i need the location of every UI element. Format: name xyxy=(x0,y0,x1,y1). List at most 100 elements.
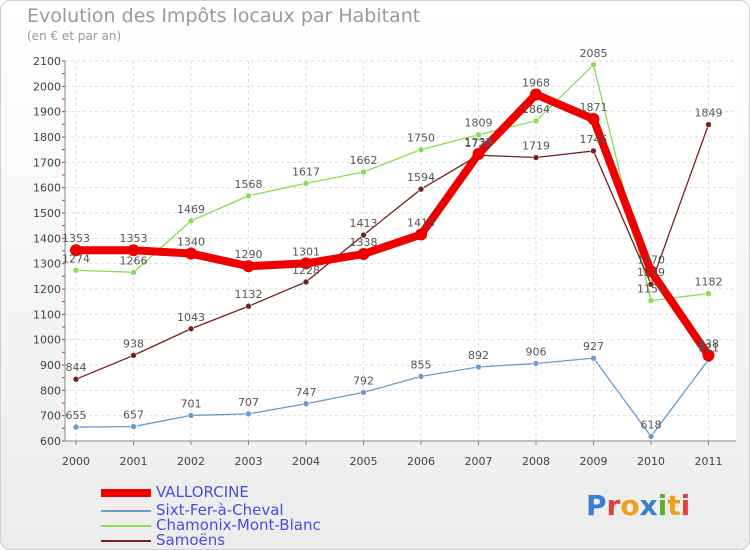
data-point xyxy=(357,248,370,261)
data-label: 1968 xyxy=(522,76,550,89)
data-point xyxy=(702,349,715,362)
data-label: 618 xyxy=(641,418,662,431)
x-tick-label: 2000 xyxy=(62,455,90,468)
y-tick-label: 1500 xyxy=(33,207,61,220)
data-point xyxy=(645,265,657,278)
legend-label: Sixt-Fer-à-Cheval xyxy=(156,501,284,519)
data-label: 938 xyxy=(123,337,144,350)
data-label: 1266 xyxy=(120,254,148,267)
legend-swatch xyxy=(101,524,151,527)
data-point xyxy=(360,231,367,239)
chart-title: Evolution des Impôts locaux par Habitant xyxy=(27,5,421,27)
legend-swatch xyxy=(101,488,151,497)
y-tick-label: 800 xyxy=(40,384,61,397)
x-tick-label: 2007 xyxy=(465,455,493,468)
y-tick-label: 1600 xyxy=(33,182,61,195)
data-label: 921 xyxy=(698,342,719,355)
y-tick-label: 1400 xyxy=(33,232,61,245)
x-tick-label: 2004 xyxy=(292,455,320,468)
legend-swatch xyxy=(101,539,151,542)
data-label: 1353 xyxy=(62,232,90,245)
data-label: 657 xyxy=(123,409,144,422)
data-label: 844 xyxy=(66,361,87,374)
data-label: 747 xyxy=(296,386,317,399)
data-point xyxy=(130,268,137,276)
data-point xyxy=(245,410,252,418)
data-point xyxy=(472,147,485,160)
y-tick-label: 1300 xyxy=(33,258,61,271)
data-point xyxy=(127,244,140,257)
data-label: 1132 xyxy=(235,288,263,301)
data-label: 2085 xyxy=(580,47,608,60)
data-point xyxy=(185,247,197,260)
data-point xyxy=(475,131,482,139)
data-label: 707 xyxy=(238,396,259,409)
data-point xyxy=(72,423,80,431)
data-label: 1594 xyxy=(407,171,435,184)
x-tick-label: 2005 xyxy=(350,455,378,468)
legend-item-sixt: Sixt-Fer-à-Cheval xyxy=(101,501,284,519)
data-label: 1413 xyxy=(350,217,378,230)
data-label: 906 xyxy=(526,345,547,358)
data-point xyxy=(242,260,255,273)
data-label: 1733 xyxy=(465,136,493,149)
data-label: 1469 xyxy=(177,203,205,216)
data-point xyxy=(417,185,425,193)
data-label: 1182 xyxy=(695,276,723,289)
data-label: 1340 xyxy=(177,236,205,249)
y-tick-label: 700 xyxy=(40,410,61,423)
data-point xyxy=(532,117,540,125)
data-label: 701 xyxy=(181,397,202,410)
legend-item-samoens: Samoëns xyxy=(101,531,225,549)
x-tick-label: 2006 xyxy=(407,455,435,468)
data-label: 927 xyxy=(583,340,604,353)
data-label: 1228 xyxy=(292,264,320,277)
data-label: 1864 xyxy=(522,103,550,116)
data-point xyxy=(360,389,367,396)
y-tick-label: 2000 xyxy=(33,80,61,93)
data-label: 1849 xyxy=(695,107,723,120)
data-label: 1154 xyxy=(637,283,665,296)
y-tick-label: 2100 xyxy=(33,55,61,68)
data-point xyxy=(72,266,80,274)
data-point xyxy=(417,373,425,380)
data-label: 938 xyxy=(698,337,719,350)
data-point xyxy=(647,433,655,440)
data-point xyxy=(530,88,542,101)
data-point xyxy=(417,146,425,153)
y-tick-label: 900 xyxy=(40,359,61,372)
data-point xyxy=(647,280,655,288)
y-tick-label: 600 xyxy=(40,435,61,448)
data-point xyxy=(532,360,540,367)
data-label: 1043 xyxy=(177,311,205,324)
data-label: 1301 xyxy=(292,245,320,258)
data-point xyxy=(70,244,82,257)
legend-swatch xyxy=(101,509,151,512)
data-label: 1270 xyxy=(637,253,665,266)
series-line-1 xyxy=(75,357,710,438)
data-label: 855 xyxy=(411,358,432,371)
data-point xyxy=(705,290,712,297)
data-point xyxy=(705,121,712,128)
x-tick-label: 2008 xyxy=(522,455,550,468)
chart-subtitle: (en € et par an) xyxy=(27,29,122,43)
data-label: 1750 xyxy=(407,132,435,145)
data-point xyxy=(415,228,427,241)
data-point xyxy=(590,354,597,362)
data-point xyxy=(187,217,195,225)
x-tick-label: 2001 xyxy=(120,455,148,468)
legend-item-chamonix: Chamonix-Mont-Blanc xyxy=(101,516,321,534)
y-tick-label: 1200 xyxy=(33,283,61,296)
data-point xyxy=(300,257,312,270)
data-point xyxy=(302,278,310,286)
data-point xyxy=(245,302,252,310)
data-label: 1290 xyxy=(235,248,263,261)
data-point xyxy=(245,192,252,200)
data-label: 1353 xyxy=(120,232,148,245)
x-tick-label: 2009 xyxy=(580,455,608,468)
data-point xyxy=(647,297,655,304)
x-tick-label: 2002 xyxy=(177,455,205,468)
data-label: 892 xyxy=(468,349,489,362)
data-label: 1617 xyxy=(292,165,320,178)
